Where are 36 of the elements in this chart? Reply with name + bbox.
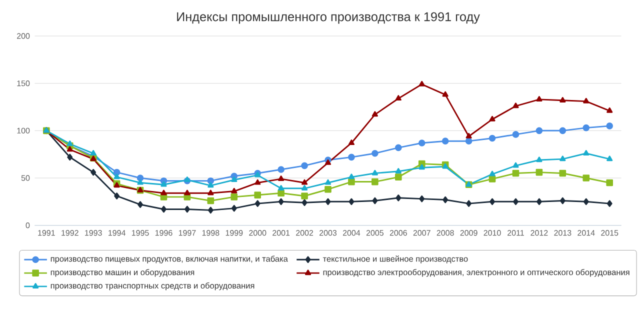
y-tick-label: 0 xyxy=(26,222,30,228)
y-tick-label: 100 xyxy=(17,128,30,134)
x-tick-label: 2007 xyxy=(413,230,430,236)
x-tick-label: 2015 xyxy=(601,230,618,236)
x-tick-label: 1996 xyxy=(155,230,172,236)
legend-label: производство пищевых продуктов, включая напитки, и табака xyxy=(50,256,288,264)
legend-label: производство электрооборудования, электронного и оптического оборудования xyxy=(323,269,630,277)
legend-label: текстильное и швейное производство xyxy=(322,256,468,264)
x-tick-label: 2014 xyxy=(578,230,595,236)
x-tick-label: 2002 xyxy=(296,230,314,236)
x-tick-label: 2000 xyxy=(249,230,266,236)
x-tick-label: 1991 xyxy=(38,230,55,236)
x-tick-label: 2001 xyxy=(272,230,290,236)
y-tick-label: 200 xyxy=(17,33,30,39)
x-tick-label: 2005 xyxy=(366,230,384,236)
x-tick-label: 1992 xyxy=(62,230,78,236)
x-tick-label: 1997 xyxy=(178,230,196,236)
x-tick-label: 1998 xyxy=(202,230,220,236)
x-tick-label: 1995 xyxy=(132,230,149,236)
x-tick-label: 2008 xyxy=(436,230,454,236)
y-tick-label: 50 xyxy=(21,175,30,181)
x-tick-label: 2009 xyxy=(460,230,478,236)
legend-label: производство машин и оборудования xyxy=(50,269,194,277)
x-tick-label: 2006 xyxy=(390,230,407,236)
x-tick-label: 2012 xyxy=(530,230,548,236)
x-tick-label: 1993 xyxy=(85,230,102,236)
x-tick-label: 1999 xyxy=(226,230,243,236)
x-tick-label: 2004 xyxy=(342,230,360,236)
x-tick-label: 2010 xyxy=(484,230,501,236)
y-tick-label: 150 xyxy=(17,80,30,86)
x-tick-label: 1994 xyxy=(108,230,126,236)
x-tick-label: 2013 xyxy=(554,230,572,236)
chart-title: Индексы промышленного производства к 1991 году xyxy=(177,12,480,24)
legend-label: производство транспортных средств и оборудования xyxy=(50,282,254,290)
x-tick-label: 2011 xyxy=(508,230,524,236)
x-tick-label: 2003 xyxy=(320,230,337,236)
